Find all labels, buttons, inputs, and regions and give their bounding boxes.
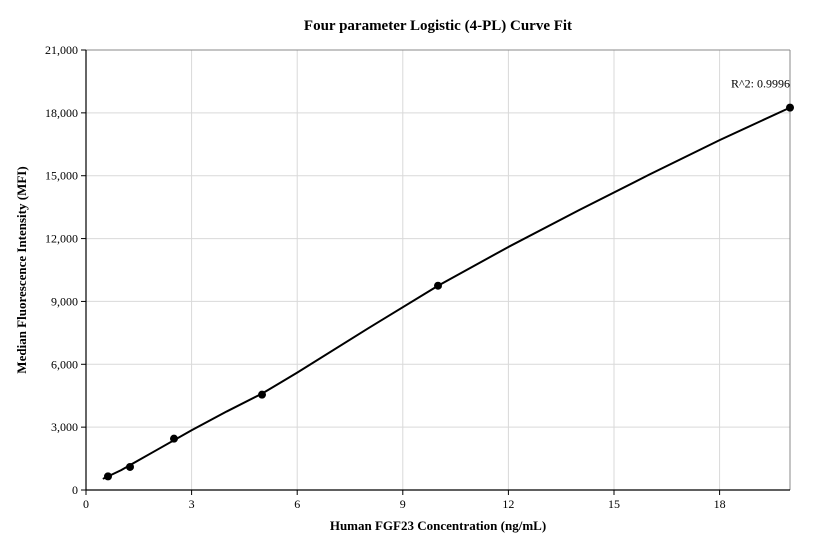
data-point — [170, 435, 178, 443]
r-squared-annotation: R^2: 0.9996 — [731, 77, 790, 91]
x-tick-label: 15 — [608, 497, 620, 511]
x-tick-label: 0 — [83, 497, 89, 511]
data-point — [104, 472, 112, 480]
y-tick-label: 0 — [72, 483, 78, 497]
y-tick-label: 12,000 — [45, 232, 78, 246]
data-point — [126, 463, 134, 471]
data-point — [786, 104, 794, 112]
x-tick-label: 9 — [400, 497, 406, 511]
y-tick-label: 6,000 — [51, 357, 78, 371]
x-tick-label: 12 — [502, 497, 514, 511]
chart-container: Four parameter Logistic (4-PL) Curve Fit… — [0, 0, 832, 560]
y-axis-label: Median Fluorescence Intensity (MFI) — [14, 166, 29, 373]
y-tick-label: 18,000 — [45, 106, 78, 120]
x-tick-label: 18 — [714, 497, 726, 511]
x-axis-label: Human FGF23 Concentration (ng/mL) — [330, 518, 546, 533]
chart-svg: Four parameter Logistic (4-PL) Curve Fit… — [0, 0, 832, 560]
y-tick-label: 3,000 — [51, 420, 78, 434]
chart-title: Four parameter Logistic (4-PL) Curve Fit — [304, 18, 572, 34]
x-tick-label: 6 — [294, 497, 300, 511]
data-point — [258, 391, 266, 399]
y-tick-label: 21,000 — [45, 43, 78, 57]
x-tick-label: 3 — [189, 497, 195, 511]
data-point — [434, 282, 442, 290]
y-tick-label: 15,000 — [45, 169, 78, 183]
y-tick-label: 9,000 — [51, 294, 78, 308]
